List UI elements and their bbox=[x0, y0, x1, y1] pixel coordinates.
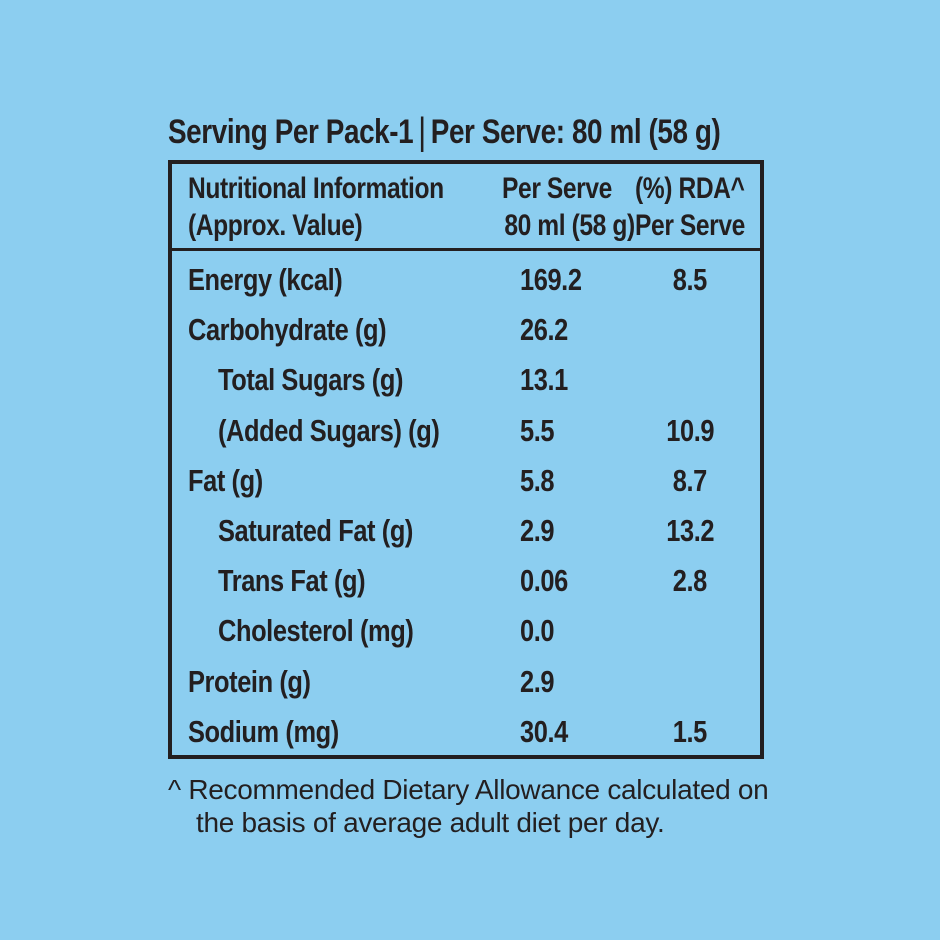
footnote-line2: the basis of average adult diet per day. bbox=[196, 807, 665, 838]
table-row-carbohydrate: Carbohydrate (g) 26.2 bbox=[172, 305, 760, 355]
rda-value: 10.9 bbox=[666, 412, 714, 448]
table-row-added-sugars: (Added Sugars) (g) 5.5 10.9 bbox=[172, 406, 760, 456]
table-row-sodium: Sodium (mg) 30.4 1.5 bbox=[172, 707, 760, 757]
table-row-energy: Energy (kcal) 169.2 8.5 bbox=[172, 255, 760, 305]
footnote-caret-marker: ^ bbox=[168, 774, 181, 805]
table-row-fat: Fat (g) 5.8 8.7 bbox=[172, 456, 760, 506]
rda-value: 8.5 bbox=[672, 262, 708, 298]
serving-per-pack-text: Serving Per Pack-1 bbox=[168, 113, 414, 151]
per-serve-value: 5.8 bbox=[520, 462, 555, 498]
table-row-saturated-fat: Saturated Fat (g) 2.9 13.2 bbox=[172, 506, 760, 556]
per-serve-value: 30.4 bbox=[520, 713, 568, 749]
rda-value bbox=[620, 664, 760, 700]
per-serve-value: 13.1 bbox=[520, 362, 568, 398]
per-serve-value: 0.0 bbox=[520, 613, 555, 649]
row-label: Fat (g) bbox=[188, 462, 263, 498]
rda-value: 2.8 bbox=[672, 563, 708, 599]
per-serve-text: Per Serve: 80 ml (58 g) bbox=[430, 113, 721, 151]
row-label: Trans Fat (g) bbox=[218, 563, 366, 599]
nutrition-table: Nutritional Information (Approx. Value) … bbox=[168, 160, 764, 759]
per-serve-value: 0.06 bbox=[520, 563, 568, 599]
row-label: Sodium (mg) bbox=[188, 713, 339, 749]
rda-value bbox=[620, 362, 760, 398]
header-nutritional-information: Nutritional Information (Approx. Value) bbox=[188, 172, 444, 242]
row-label: Carbohydrate (g) bbox=[188, 312, 387, 348]
per-serve-value: 2.9 bbox=[520, 663, 555, 699]
footnote-line1: Recommended Dietary Allowance calculated… bbox=[188, 774, 769, 805]
serving-info-title: Serving Per Pack-1 | Per Serve: 80 ml (58 … bbox=[168, 111, 808, 152]
row-label: Energy (kcal) bbox=[188, 262, 343, 298]
rda-value: 8.7 bbox=[672, 462, 708, 498]
title-separator: | bbox=[418, 111, 426, 153]
row-label: (Added Sugars) (g) bbox=[218, 412, 440, 448]
per-serve-value: 2.9 bbox=[520, 513, 555, 549]
header-rda-percent: (%) RDA^ Per Serve bbox=[635, 172, 745, 242]
table-row-trans-fat: Trans Fat (g) 0.06 2.8 bbox=[172, 556, 760, 606]
row-label: Cholesterol (mg) bbox=[218, 613, 414, 649]
per-serve-value: 169.2 bbox=[520, 262, 582, 298]
per-serve-value: 5.5 bbox=[520, 412, 555, 448]
rda-value bbox=[620, 613, 760, 649]
rda-value bbox=[620, 312, 760, 348]
rda-value: 1.5 bbox=[672, 713, 708, 749]
per-serve-value: 26.2 bbox=[520, 312, 568, 348]
row-label: Total Sugars (g) bbox=[218, 362, 404, 398]
rda-value: 13.2 bbox=[666, 513, 714, 549]
table-body: Energy (kcal) 169.2 8.5 Carbohydrate (g)… bbox=[172, 251, 760, 757]
table-row-protein: Protein (g) 2.9 bbox=[172, 657, 760, 707]
row-label: Protein (g) bbox=[188, 663, 311, 699]
table-header-row: Nutritional Information (Approx. Value) … bbox=[172, 164, 760, 251]
header-per-serve: Per Serve 80 ml (58 g) bbox=[502, 172, 635, 242]
table-row-cholesterol: Cholesterol (mg) 0.0 bbox=[172, 606, 760, 656]
rda-footnote: ^ Recommended Dietary Allowance calculat… bbox=[168, 773, 826, 839]
row-label: Saturated Fat (g) bbox=[218, 513, 413, 549]
table-row-total-sugars: Total Sugars (g) 13.1 bbox=[172, 355, 760, 405]
